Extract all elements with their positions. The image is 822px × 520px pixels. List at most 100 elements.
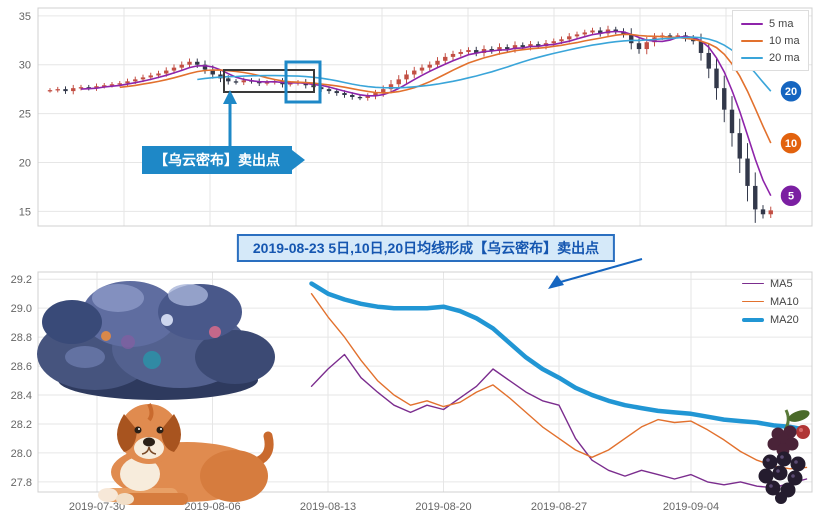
candle bbox=[574, 31, 580, 40]
candle bbox=[737, 118, 742, 174]
ma-y-tick-label: 27.8 bbox=[11, 477, 32, 489]
ma-y-tick-label: 28.4 bbox=[11, 390, 32, 402]
price-chart-legend: 5 ma 10 ma 20 ma bbox=[732, 10, 809, 71]
candle bbox=[233, 79, 239, 85]
sell-point-callout: 【乌云密布】卖出点 bbox=[142, 146, 305, 174]
candle bbox=[71, 84, 76, 95]
legend-item-5ma: 5 ma bbox=[741, 17, 800, 30]
svg-text:5: 5 bbox=[788, 191, 794, 203]
candle bbox=[729, 96, 735, 147]
candle bbox=[474, 46, 479, 57]
candle bbox=[435, 57, 440, 69]
candle bbox=[722, 75, 727, 123]
candle bbox=[466, 47, 471, 55]
candle bbox=[388, 80, 394, 94]
date-tick-label: 2019-08-27 bbox=[531, 501, 587, 513]
ma-badge-10: 10 bbox=[779, 131, 803, 155]
ma-20-line bbox=[197, 36, 772, 92]
legend-swatch bbox=[742, 300, 764, 303]
candle bbox=[365, 93, 370, 101]
svg-text:20: 20 bbox=[785, 86, 797, 98]
ma-y-tick-label: 29.2 bbox=[11, 274, 32, 286]
ma-y-tick-label: 28.0 bbox=[11, 448, 32, 460]
candle bbox=[202, 60, 208, 74]
date-tick-label: 2019-08-20 bbox=[415, 501, 471, 513]
price-y-tick-label: 15 bbox=[19, 206, 31, 218]
candle bbox=[47, 88, 53, 93]
legend-label: MA5 bbox=[770, 277, 793, 290]
legend-item-ma20: MA20 bbox=[742, 313, 799, 326]
legend-swatch bbox=[741, 39, 763, 42]
candle bbox=[264, 80, 270, 86]
candle bbox=[357, 94, 363, 101]
ma-5-line bbox=[80, 30, 772, 197]
candle bbox=[55, 86, 60, 93]
date-tick-label: 2019-08-06 bbox=[184, 501, 240, 513]
candle bbox=[404, 70, 409, 84]
date-tick-label: 2019-07-30 bbox=[69, 501, 125, 513]
blackberry-illustration bbox=[758, 409, 810, 504]
legend-label: MA20 bbox=[770, 313, 799, 326]
candle bbox=[714, 57, 719, 100]
chart-annotations bbox=[223, 60, 643, 289]
candle bbox=[443, 53, 448, 65]
banner-arrow-head bbox=[548, 275, 564, 289]
pattern-banner: 2019-08-23 5日,10日,20日均线形成【乌云密布】卖出点 bbox=[236, 234, 616, 262]
candle bbox=[458, 49, 463, 57]
series-MA20 bbox=[309, 281, 809, 433]
ma-y-tick-label: 29.0 bbox=[11, 303, 32, 315]
candle bbox=[768, 206, 773, 218]
callout-arrow-head bbox=[223, 90, 237, 104]
legend-swatch bbox=[741, 56, 763, 59]
pattern-highlight-box-black bbox=[223, 69, 315, 93]
legend-item-10ma: 10 ma bbox=[741, 34, 800, 47]
ma-y-tick-label: 28.2 bbox=[11, 419, 32, 431]
candle bbox=[706, 43, 711, 79]
candle bbox=[489, 46, 494, 54]
ma-y-tick-label: 28.8 bbox=[11, 332, 32, 344]
candle bbox=[63, 86, 68, 94]
candle bbox=[179, 61, 184, 71]
candle bbox=[94, 83, 99, 91]
price-y-tick-label: 30 bbox=[19, 60, 31, 72]
ma-badge-20: 20 bbox=[779, 79, 803, 103]
candle bbox=[373, 89, 378, 100]
candle bbox=[598, 27, 603, 37]
candle bbox=[412, 66, 417, 79]
legend-item-ma10: MA10 bbox=[742, 295, 799, 308]
price-candlestick-chart: 15 20 25 30 35 20 10 5 bbox=[19, 7, 813, 227]
pattern-highlight-box-blue bbox=[284, 60, 322, 104]
price-y-tick-label: 35 bbox=[19, 11, 31, 23]
legend-label: 5 ma bbox=[769, 17, 794, 30]
ma-badge-5: 5 bbox=[779, 183, 803, 208]
candle bbox=[78, 84, 84, 91]
svg-text:10: 10 bbox=[785, 138, 797, 150]
ma-chart-legend: MA5 MA10 MA20 bbox=[742, 277, 799, 326]
series-MA10 bbox=[310, 293, 808, 470]
price-y-tick-label: 20 bbox=[19, 157, 31, 169]
legend-item-ma5: MA5 bbox=[742, 277, 799, 290]
candle bbox=[396, 75, 401, 89]
candle bbox=[760, 205, 766, 219]
legend-label: 20 ma bbox=[769, 51, 800, 64]
legend-swatch bbox=[742, 317, 764, 322]
date-tick-label: 2019-09-04 bbox=[663, 501, 719, 513]
candle bbox=[629, 28, 634, 50]
ma-y-tick-label: 28.6 bbox=[11, 361, 32, 373]
dog-illustration bbox=[98, 403, 274, 505]
candle bbox=[745, 143, 750, 202]
legend-label: MA10 bbox=[770, 295, 799, 308]
series-MA5 bbox=[310, 353, 808, 489]
pattern-banner-label: 2019-08-23 5日,10日,20日均线形成【乌云密布】卖出点 bbox=[252, 240, 600, 256]
candle bbox=[497, 43, 502, 55]
candle bbox=[613, 26, 618, 35]
storm-cloud-illustration bbox=[37, 281, 275, 400]
candle bbox=[187, 58, 192, 68]
legend-item-20ma: 20 ma bbox=[741, 51, 800, 64]
candle bbox=[621, 28, 626, 38]
sell-point-callout-label: 【乌云密布】卖出点 bbox=[154, 152, 280, 168]
banner-arrow-line bbox=[556, 258, 643, 284]
price-y-tick-label: 25 bbox=[19, 109, 31, 121]
date-tick-label: 2019-08-13 bbox=[300, 501, 356, 513]
